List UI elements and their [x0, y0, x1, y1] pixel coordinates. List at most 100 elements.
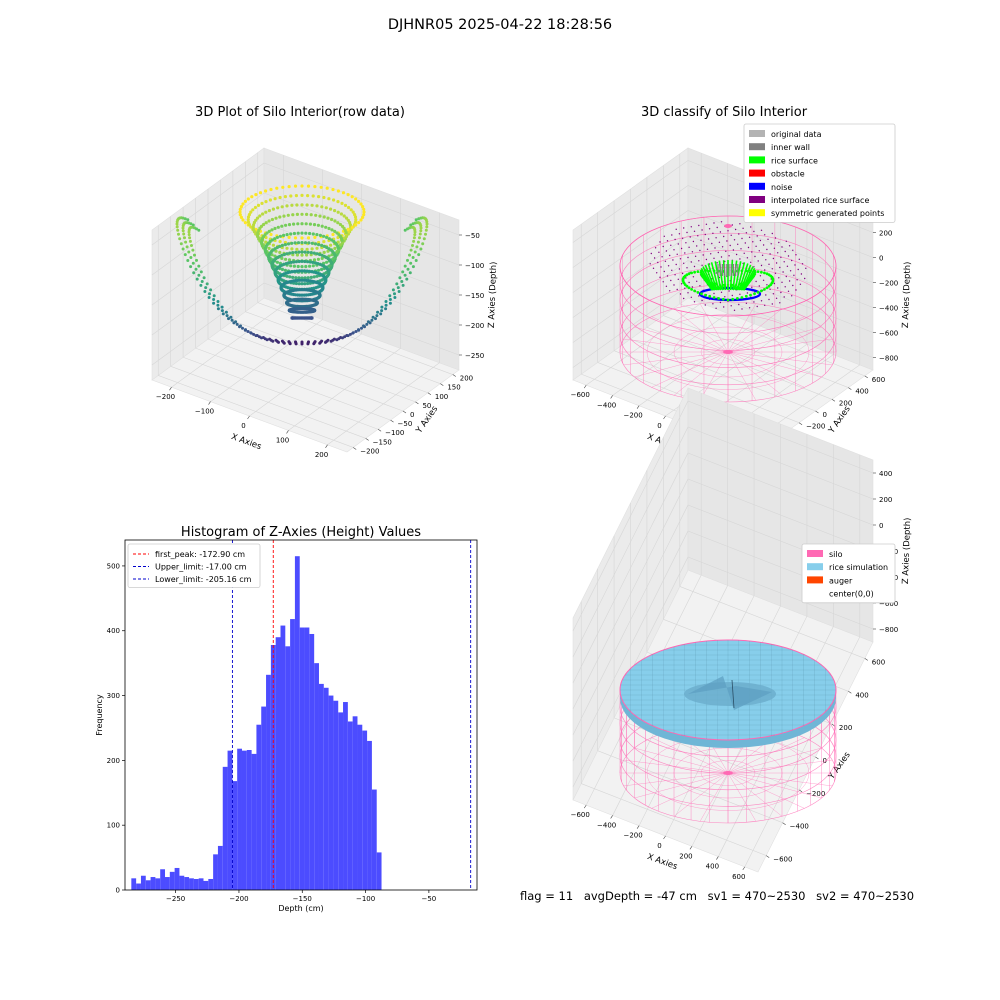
interpolated-point — [670, 279, 672, 282]
legend-swatch — [749, 130, 765, 137]
z-gridline — [263, 252, 460, 326]
interpolated-point — [788, 280, 791, 282]
raw-point — [312, 342, 316, 346]
interpolated-point — [734, 228, 737, 231]
interpolated-point — [698, 224, 700, 227]
bowl-point — [292, 281, 296, 285]
bowl-point — [309, 275, 313, 279]
bowl-point — [292, 264, 296, 268]
bowl-point — [312, 223, 317, 227]
raw-point — [221, 312, 225, 316]
interpolated-point — [684, 287, 686, 289]
interpolated-point — [740, 248, 742, 250]
bowl-point — [276, 225, 280, 229]
bowl-point — [330, 217, 334, 222]
hist-bar — [256, 724, 262, 890]
interpolated-point — [795, 254, 797, 256]
bowl-point — [297, 269, 302, 273]
raw-point — [209, 288, 213, 292]
hist-bar — [160, 869, 166, 890]
bowl-point — [326, 216, 330, 220]
hist-bar — [371, 789, 377, 890]
bowl-point — [287, 223, 292, 227]
raw-point — [271, 339, 275, 343]
interpolated-point — [713, 257, 715, 259]
bowl-point — [239, 205, 243, 209]
raw-point — [371, 315, 375, 319]
bowl-point — [269, 232, 273, 237]
bowl-point — [297, 259, 301, 264]
interpolated-point — [780, 256, 782, 258]
raw-point — [186, 259, 190, 262]
bowl-point — [283, 195, 287, 199]
raw-point — [227, 317, 230, 321]
bowl-point — [308, 222, 312, 226]
interpolated-point — [756, 235, 758, 237]
raw-point — [188, 236, 192, 240]
z-axis-label: Z Axies (Depth) — [487, 261, 499, 328]
x-tick-label: 0 — [241, 422, 245, 430]
bowl-point — [285, 274, 289, 278]
raw-point — [419, 229, 423, 233]
bowl-point — [311, 264, 315, 268]
raw-point — [189, 222, 193, 226]
bowl-point — [291, 275, 295, 279]
interpolated-point — [770, 243, 772, 245]
bowl-point — [278, 215, 282, 219]
interpolated-point — [750, 226, 752, 228]
interpolated-point — [701, 264, 703, 266]
interpolated-point — [743, 252, 745, 254]
interpolated-point — [801, 263, 804, 265]
hist-bar — [304, 627, 310, 890]
rice-surface-point — [700, 269, 703, 273]
interpolated-point — [681, 237, 684, 239]
raw-point — [406, 258, 409, 262]
interpolated-point — [786, 265, 789, 267]
legend-swatch — [807, 563, 823, 571]
interpolated-point — [741, 308, 743, 310]
z-gridline — [151, 222, 265, 306]
interpolated-point — [742, 227, 744, 229]
raw-point — [230, 318, 234, 322]
y-tick-label: 200 — [460, 375, 473, 383]
interpolated-point — [746, 292, 749, 294]
raw-point — [186, 218, 190, 222]
bowl-point — [362, 207, 366, 211]
interpolated-point — [680, 283, 683, 285]
bowl-point — [333, 209, 337, 213]
bowl-point — [283, 268, 287, 272]
bowl-point — [280, 256, 284, 260]
bowl-point — [300, 265, 304, 269]
interpolated-point — [765, 294, 767, 296]
interpolated-point — [656, 272, 658, 274]
interpolated-point — [755, 245, 757, 247]
z-tick-label: 400 — [879, 470, 892, 478]
raw-point — [189, 256, 193, 259]
interpolated-point — [758, 250, 760, 252]
bowl-point — [359, 218, 363, 222]
interpolated-point — [766, 248, 768, 251]
rice-surface-strand — [704, 264, 716, 291]
raw-point — [212, 298, 216, 301]
bowl-point — [325, 186, 329, 190]
interpolated-point — [795, 289, 797, 291]
hist-bar — [357, 724, 363, 890]
hist-bar — [266, 674, 271, 890]
bowl-point — [318, 252, 322, 257]
z-tick-label: −400 — [879, 305, 898, 313]
interpolated-point — [737, 243, 739, 245]
sv1-value: sv1 = 470~2530 — [707, 889, 806, 903]
bowl-point — [264, 240, 268, 244]
raw-point — [194, 267, 198, 271]
hist-bar — [193, 878, 199, 890]
raw-point — [190, 244, 193, 247]
raw-point — [391, 288, 395, 292]
bowl-point — [289, 264, 293, 268]
interpolated-point — [766, 284, 768, 286]
bowl-point — [354, 223, 358, 227]
hist-bar — [136, 883, 141, 890]
bowl-point — [300, 278, 304, 282]
interpolated-point — [697, 235, 699, 237]
y-gridline — [257, 302, 453, 375]
raw-point — [425, 225, 429, 229]
